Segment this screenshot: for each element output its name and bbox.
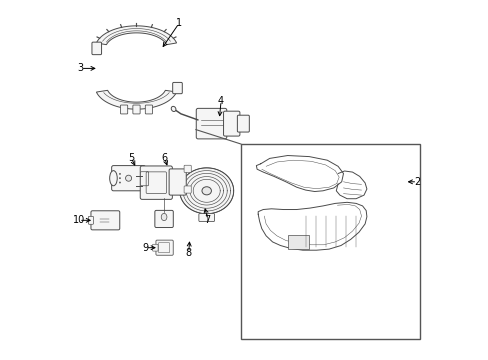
Text: 10: 10 (73, 215, 85, 225)
FancyBboxPatch shape (156, 240, 173, 255)
FancyBboxPatch shape (169, 169, 186, 195)
Text: 3: 3 (78, 63, 83, 73)
FancyBboxPatch shape (152, 244, 158, 251)
FancyBboxPatch shape (120, 105, 127, 114)
Text: 1: 1 (176, 18, 182, 28)
Bar (288, 235, 309, 249)
FancyBboxPatch shape (237, 115, 249, 132)
FancyBboxPatch shape (91, 211, 120, 230)
FancyBboxPatch shape (145, 105, 152, 114)
Text: 7: 7 (204, 215, 210, 225)
FancyBboxPatch shape (183, 186, 191, 193)
Text: 6: 6 (161, 153, 167, 163)
FancyBboxPatch shape (140, 172, 148, 186)
Text: 9: 9 (142, 243, 148, 253)
Ellipse shape (119, 177, 121, 179)
Ellipse shape (125, 175, 131, 181)
FancyBboxPatch shape (111, 166, 145, 191)
FancyBboxPatch shape (199, 213, 214, 222)
FancyBboxPatch shape (155, 210, 173, 228)
Text: 5: 5 (128, 153, 134, 163)
FancyBboxPatch shape (172, 82, 182, 94)
Ellipse shape (202, 187, 211, 195)
Polygon shape (96, 90, 176, 109)
FancyBboxPatch shape (140, 166, 172, 199)
FancyBboxPatch shape (196, 108, 226, 139)
Ellipse shape (119, 173, 121, 175)
Ellipse shape (109, 171, 117, 186)
Ellipse shape (119, 182, 121, 183)
FancyBboxPatch shape (183, 165, 191, 172)
Text: 2: 2 (413, 177, 420, 187)
FancyBboxPatch shape (223, 111, 240, 136)
Polygon shape (96, 26, 176, 45)
FancyBboxPatch shape (92, 42, 102, 55)
Ellipse shape (171, 106, 176, 112)
FancyBboxPatch shape (133, 105, 140, 114)
Ellipse shape (161, 213, 166, 221)
Bar (241, 144, 419, 339)
FancyBboxPatch shape (88, 216, 93, 224)
Polygon shape (180, 168, 233, 214)
Text: 4: 4 (218, 96, 224, 106)
Text: 8: 8 (185, 248, 191, 258)
